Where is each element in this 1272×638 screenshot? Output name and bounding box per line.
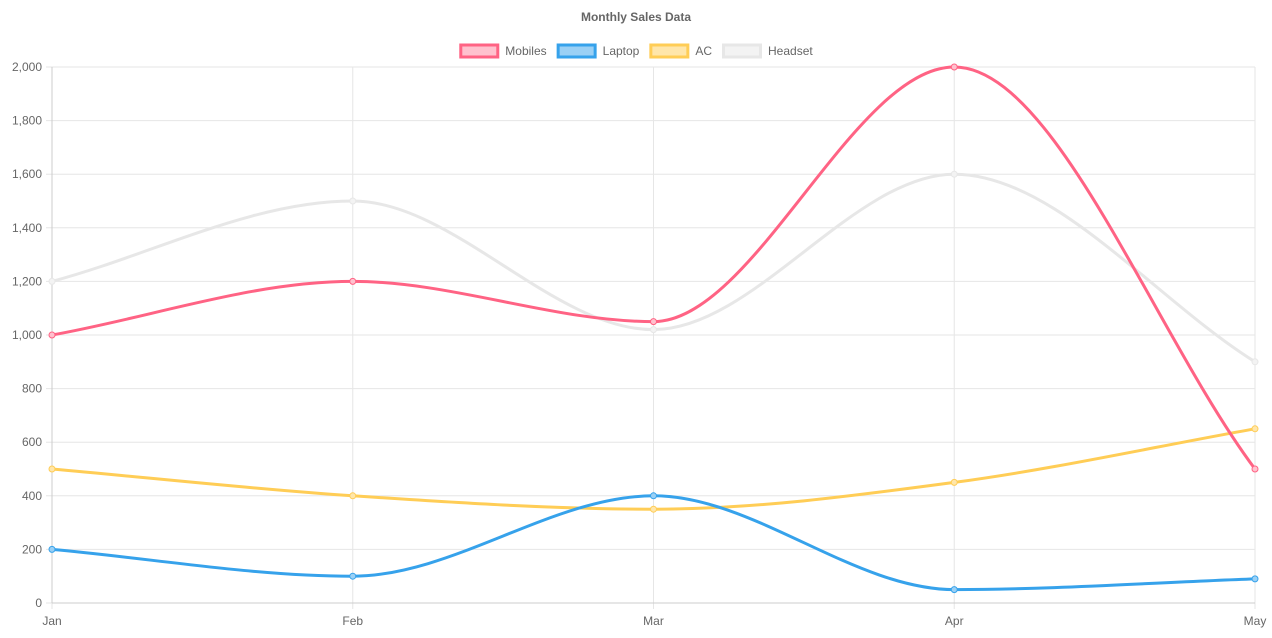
y-tick-label: 0 <box>35 596 42 610</box>
series-headset <box>48 170 1259 366</box>
legend-swatch[interactable] <box>556 43 597 59</box>
data-point[interactable] <box>650 492 657 500</box>
data-point[interactable] <box>48 277 56 285</box>
legend: Mobiles Laptop AC Headset <box>459 43 813 59</box>
y-tick-label: 1,600 <box>12 167 42 181</box>
x-tick-label: Jan <box>42 614 61 628</box>
data-point[interactable] <box>48 465 56 473</box>
y-tick-label: 1,800 <box>12 114 42 128</box>
data-point[interactable] <box>950 63 958 71</box>
x-tick-label: May <box>1244 614 1267 628</box>
legend-label[interactable]: Laptop <box>603 44 640 58</box>
data-point[interactable] <box>349 572 357 580</box>
data-point[interactable] <box>48 545 56 553</box>
data-point[interactable] <box>950 478 958 486</box>
series-ac <box>48 425 1259 513</box>
data-point[interactable] <box>950 170 958 178</box>
x-tick-label: Apr <box>945 614 964 628</box>
data-point[interactable] <box>650 326 657 334</box>
data-point[interactable] <box>349 277 357 285</box>
data-point[interactable] <box>349 197 357 205</box>
y-tick-label: 1,400 <box>12 221 42 235</box>
data-point[interactable] <box>1251 358 1259 366</box>
legend-swatch[interactable] <box>722 43 763 59</box>
legend-label[interactable]: AC <box>695 44 712 58</box>
data-point[interactable] <box>650 318 657 326</box>
y-tick-label: 1,200 <box>12 274 42 288</box>
y-tick-label: 2,000 <box>12 60 42 74</box>
y-tick-label: 1,000 <box>12 328 42 342</box>
data-point[interactable] <box>48 331 56 339</box>
y-tick-label: 800 <box>22 382 42 396</box>
data-point[interactable] <box>349 492 357 500</box>
x-tick-label: Mar <box>643 614 664 628</box>
data-point[interactable] <box>1251 465 1259 473</box>
legend-label[interactable]: Mobiles <box>505 44 546 58</box>
y-tick-label: 200 <box>22 542 42 556</box>
legend-swatch[interactable] <box>459 43 500 59</box>
series-line <box>50 65 1257 471</box>
y-tick-label: 400 <box>22 489 42 503</box>
data-point[interactable] <box>1251 575 1259 583</box>
legend-label[interactable]: Headset <box>768 44 813 58</box>
grid <box>46 66 1256 609</box>
series-laptop <box>48 492 1259 594</box>
axes: 0 200 400 600 800 1,000 1,200 1,400 1,600 1,800 2,… <box>12 60 1266 628</box>
data-point[interactable] <box>650 505 657 513</box>
series-lines <box>48 63 1259 594</box>
data-point[interactable] <box>1251 425 1259 433</box>
data-point[interactable] <box>950 586 958 594</box>
x-tick-label: Feb <box>342 614 363 628</box>
chart-title: Monthly Sales Data <box>581 10 691 24</box>
series-mobiles <box>48 63 1259 473</box>
y-tick-label: 600 <box>22 435 42 449</box>
legend-swatch[interactable] <box>649 43 690 59</box>
